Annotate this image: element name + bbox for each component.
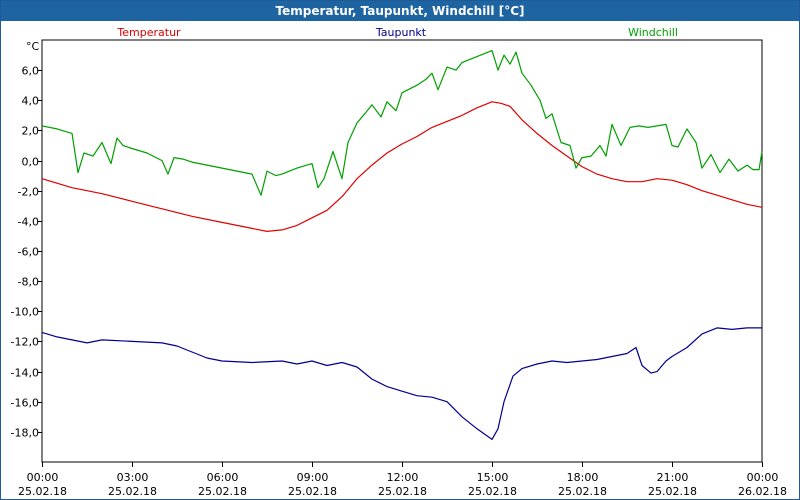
legend: Temperatur Taupunkt Windchill [116,26,678,39]
y-tick-label: -14,0 [11,367,39,380]
x-tick-date-label: 25.02.18 [378,485,427,498]
plot-area [41,39,763,463]
x-tick-time-label: 15:00 [477,471,509,484]
x-tick-date-label: 25.02.18 [558,485,607,498]
x-tick-time-label: 09:00 [297,471,329,484]
y-tick-label: 4,0 [22,95,40,108]
chart-canvas: 6,0 4,0 2,0 0,0 -2,0 -4,0 -6,0 -8,0 -10,0 -12,0 -1… [11,26,787,498]
y-unit-label: °C [26,40,40,53]
axes: 6,0 4,0 2,0 0,0 -2,0 -4,0 -6,0 -8,0 -10,0 -12,0 -1… [11,39,787,498]
y-tick-label: 0,0 [22,156,40,169]
y-tick-label: -12,0 [11,336,39,349]
y-tick-label: 2,0 [22,125,40,138]
y-tick-label: -2,0 [18,186,39,199]
x-tick-time-label: 00:00 [747,471,779,484]
x-tick-date-label: 25.02.18 [198,485,247,498]
legend-entry-temperatur: Temperatur [116,26,181,39]
y-tick-label: -18,0 [11,427,39,440]
x-tick-date-label: 25.02.18 [468,485,517,498]
legend-entry-taupunkt: Taupunkt [375,26,427,39]
y-tick-label: -8,0 [18,276,39,289]
x-tick-time-label: 03:00 [117,471,149,484]
x-tick-time-label: 06:00 [207,471,239,484]
y-tick-label: -4,0 [18,216,39,229]
y-tick-label: -16,0 [11,397,39,410]
series-line-taupunkt [41,327,762,440]
series-line-windchill [41,50,763,196]
x-tick-date-label: 26.02.18 [738,485,787,498]
legend-entry-windchill: Windchill [628,26,678,39]
x-tick-time-label: 18:00 [567,471,599,484]
y-tick-label: -10,0 [11,306,39,319]
y-tick-label: 6,0 [22,65,40,78]
x-tick-time-label: 12:00 [387,471,419,484]
series-lines [41,50,763,440]
chart-title: Temperatur, Taupunkt, Windchill [°C] [1,1,799,21]
x-tick-time-label: 21:00 [657,471,689,484]
y-tick-label: -6,0 [18,246,39,259]
x-tick-date-label: 25.02.18 [288,485,337,498]
x-tick-date-label: 25.02.18 [18,485,67,498]
series-line-temperatur [41,101,763,232]
x-tick-time-label: 00:00 [27,471,59,484]
x-tick-date-label: 25.02.18 [108,485,157,498]
x-tick-date-label: 25.02.18 [648,485,697,498]
